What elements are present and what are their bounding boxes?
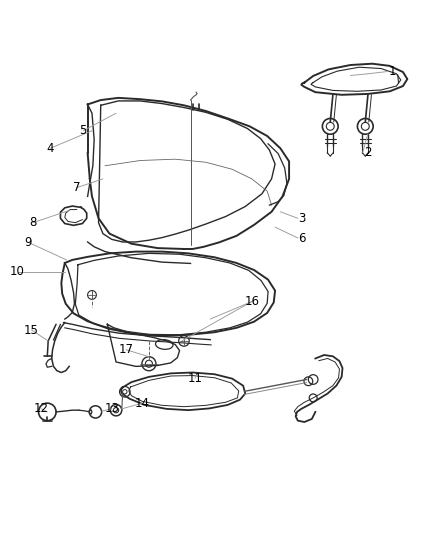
Text: 17: 17: [119, 343, 134, 356]
Text: 9: 9: [25, 236, 32, 249]
Text: 16: 16: [244, 295, 259, 308]
Text: 10: 10: [10, 265, 25, 278]
Text: 15: 15: [24, 324, 39, 336]
Text: 5: 5: [80, 124, 87, 137]
Text: 1: 1: [388, 65, 396, 78]
Text: 3: 3: [299, 212, 306, 225]
Text: 12: 12: [34, 402, 49, 415]
Text: 2: 2: [364, 146, 372, 159]
Text: 8: 8: [29, 216, 36, 229]
Text: 6: 6: [298, 231, 306, 245]
Text: 14: 14: [135, 397, 150, 410]
Text: 4: 4: [46, 142, 54, 155]
Text: 13: 13: [104, 402, 119, 415]
Text: 11: 11: [187, 372, 202, 385]
Text: 7: 7: [73, 181, 81, 194]
